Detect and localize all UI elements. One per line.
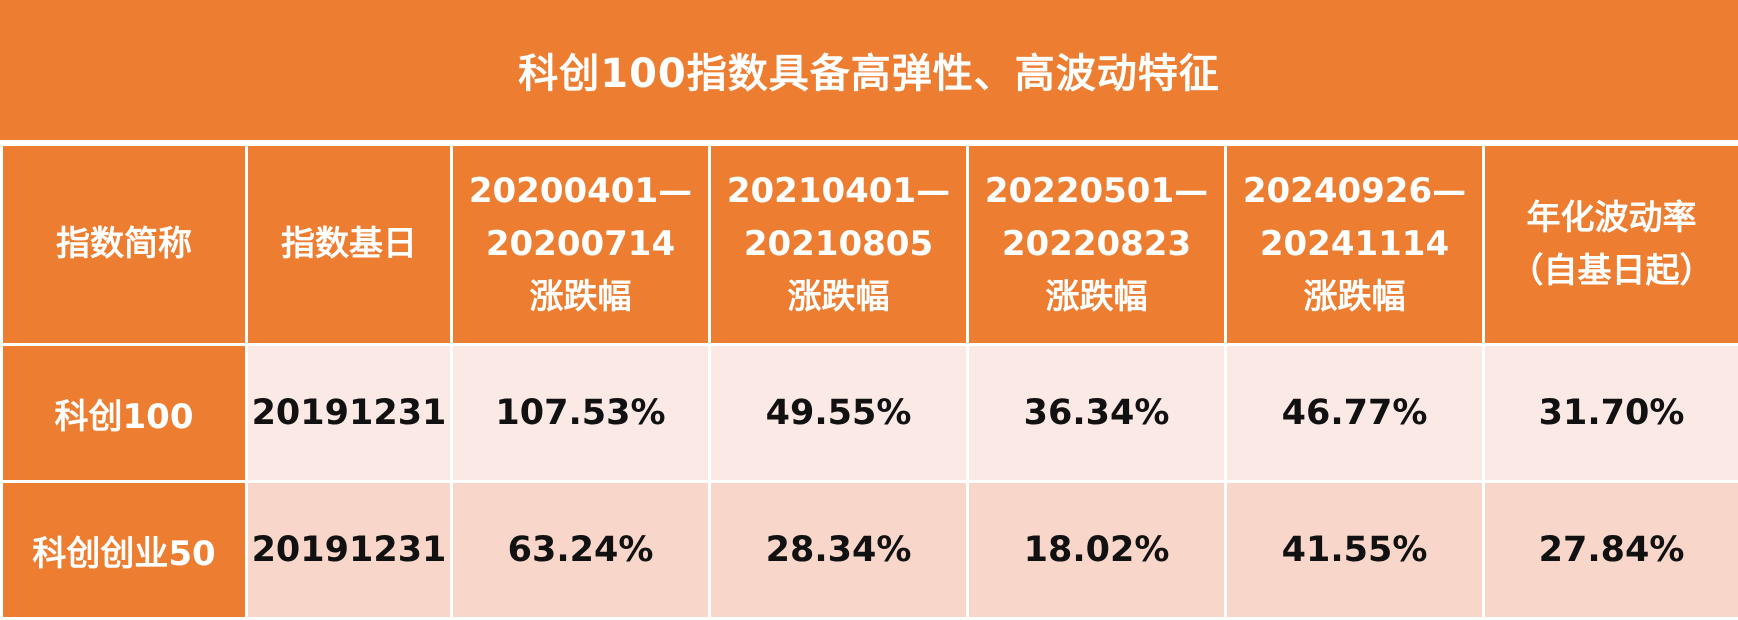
row-label: 科创创业50 (2, 482, 247, 619)
table-cell: 41.55% (1226, 482, 1484, 619)
table-row: 科创创业50 20191231 63.24% 28.34% 18.02% 41.… (2, 482, 1738, 619)
header-index-name: 指数简称 (2, 145, 247, 345)
table-cell: 27.84% (1484, 482, 1738, 619)
table-cell: 31.70% (1484, 345, 1738, 482)
header-period-2021: 20210401— 20210805 涨跌幅 (710, 145, 968, 345)
table-title: 科创100指数具备高弹性、高波动特征 (0, 0, 1738, 140)
header-annual-volatility: 年化波动率 （自基日起） (1484, 145, 1738, 345)
row-label: 科创100 (2, 345, 247, 482)
comparison-table: 指数简称 指数基日 20200401— 20200714 涨跌幅 2021040… (0, 143, 1738, 620)
table-row: 科创100 20191231 107.53% 49.55% 36.34% 46.… (2, 345, 1738, 482)
table-cell: 49.55% (710, 345, 968, 482)
table-cell: 107.53% (452, 345, 710, 482)
table-cell: 63.24% (452, 482, 710, 619)
table-cell: 18.02% (968, 482, 1226, 619)
table-cell: 28.34% (710, 482, 968, 619)
table-cell: 36.34% (968, 345, 1226, 482)
table-cell: 20191231 (247, 482, 452, 619)
table-cell: 20191231 (247, 345, 452, 482)
header-base-date: 指数基日 (247, 145, 452, 345)
header-period-2022: 20220501— 20220823 涨跌幅 (968, 145, 1226, 345)
header-period-2020: 20200401— 20200714 涨跌幅 (452, 145, 710, 345)
table-cell: 46.77% (1226, 345, 1484, 482)
header-period-2024: 20240926— 20241114 涨跌幅 (1226, 145, 1484, 345)
header-row: 指数简称 指数基日 20200401— 20200714 涨跌幅 2021040… (2, 145, 1738, 345)
